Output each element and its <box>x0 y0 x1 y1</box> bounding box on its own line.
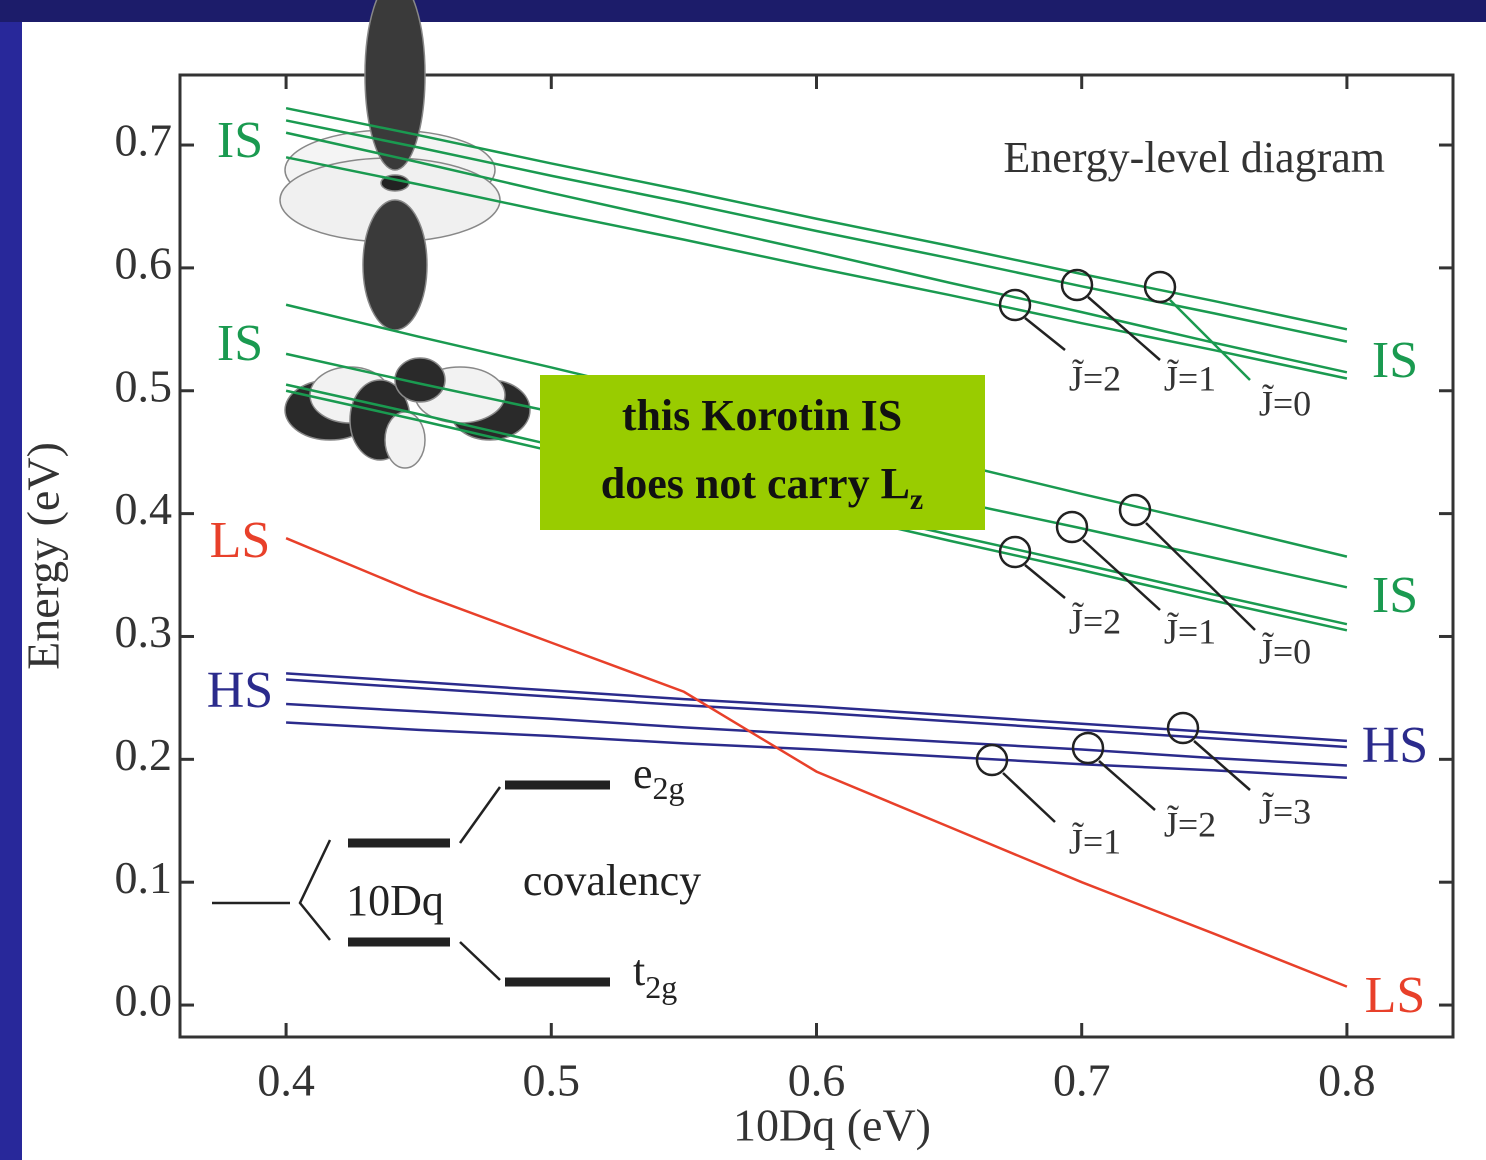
y-tick-label: 0.7 <box>115 115 173 166</box>
chart-title: Energy-level diagram <box>1003 133 1385 182</box>
e-sub: 2g <box>653 770 685 806</box>
note-sub: z <box>910 483 923 516</box>
x-tick-label: 0.5 <box>523 1055 581 1106</box>
y-tick-label: 0.4 <box>115 483 173 534</box>
j-label: J̃=0 <box>1259 383 1311 423</box>
y-tick-label: 0.2 <box>115 729 173 780</box>
line-label: IS <box>217 112 263 169</box>
line-label: HS <box>1362 717 1428 774</box>
x-axis-title: 10Dq (eV) <box>733 1100 931 1151</box>
y-axis-title: Energy (eV) <box>18 442 69 670</box>
line-label: IS <box>1372 332 1418 389</box>
y-tick-label: 0.1 <box>115 852 173 903</box>
slide: 10Dq (eV) Energy (eV) Energy-level diagr… <box>0 0 1486 1160</box>
y-tick-label: 0.6 <box>115 237 173 288</box>
t-label: t <box>633 946 645 995</box>
x-tick-label: 0.7 <box>1053 1055 1111 1106</box>
e-label: e <box>633 749 653 798</box>
j-label: J̃=1 <box>1164 611 1216 651</box>
note-line-2: does not carry Lz <box>601 459 924 516</box>
line-label: LS <box>1365 967 1426 1024</box>
x-tick-label: 0.4 <box>257 1055 315 1106</box>
line-label: LS <box>210 512 271 569</box>
note-line-1: this Korotin IS <box>622 391 902 440</box>
y-tick-label: 0.5 <box>115 360 173 411</box>
top-band <box>0 0 1486 22</box>
note-text: does not carry L <box>601 459 910 508</box>
x-tick-label: 0.8 <box>1318 1055 1376 1106</box>
j-label: J̃=2 <box>1069 601 1121 641</box>
j-label: J̃=2 <box>1164 804 1216 844</box>
j-label: J̃=1 <box>1164 358 1216 398</box>
j-label: J̃=0 <box>1259 631 1311 671</box>
t-sub: 2g <box>645 969 677 1005</box>
j-label: J̃=3 <box>1259 791 1311 831</box>
x-tick-label: 0.6 <box>788 1055 846 1106</box>
y-tick-label: 0.3 <box>115 606 173 657</box>
covalency-label: covalency <box>523 856 701 905</box>
dq-label: 10Dq <box>346 876 444 925</box>
line-label: HS <box>207 662 273 719</box>
j-label: J̃=2 <box>1069 358 1121 398</box>
page <box>22 22 1486 1160</box>
line-label: IS <box>217 315 263 372</box>
line-label: IS <box>1372 567 1418 624</box>
j-label: J̃=1 <box>1069 821 1121 861</box>
y-tick-label: 0.0 <box>115 975 173 1026</box>
